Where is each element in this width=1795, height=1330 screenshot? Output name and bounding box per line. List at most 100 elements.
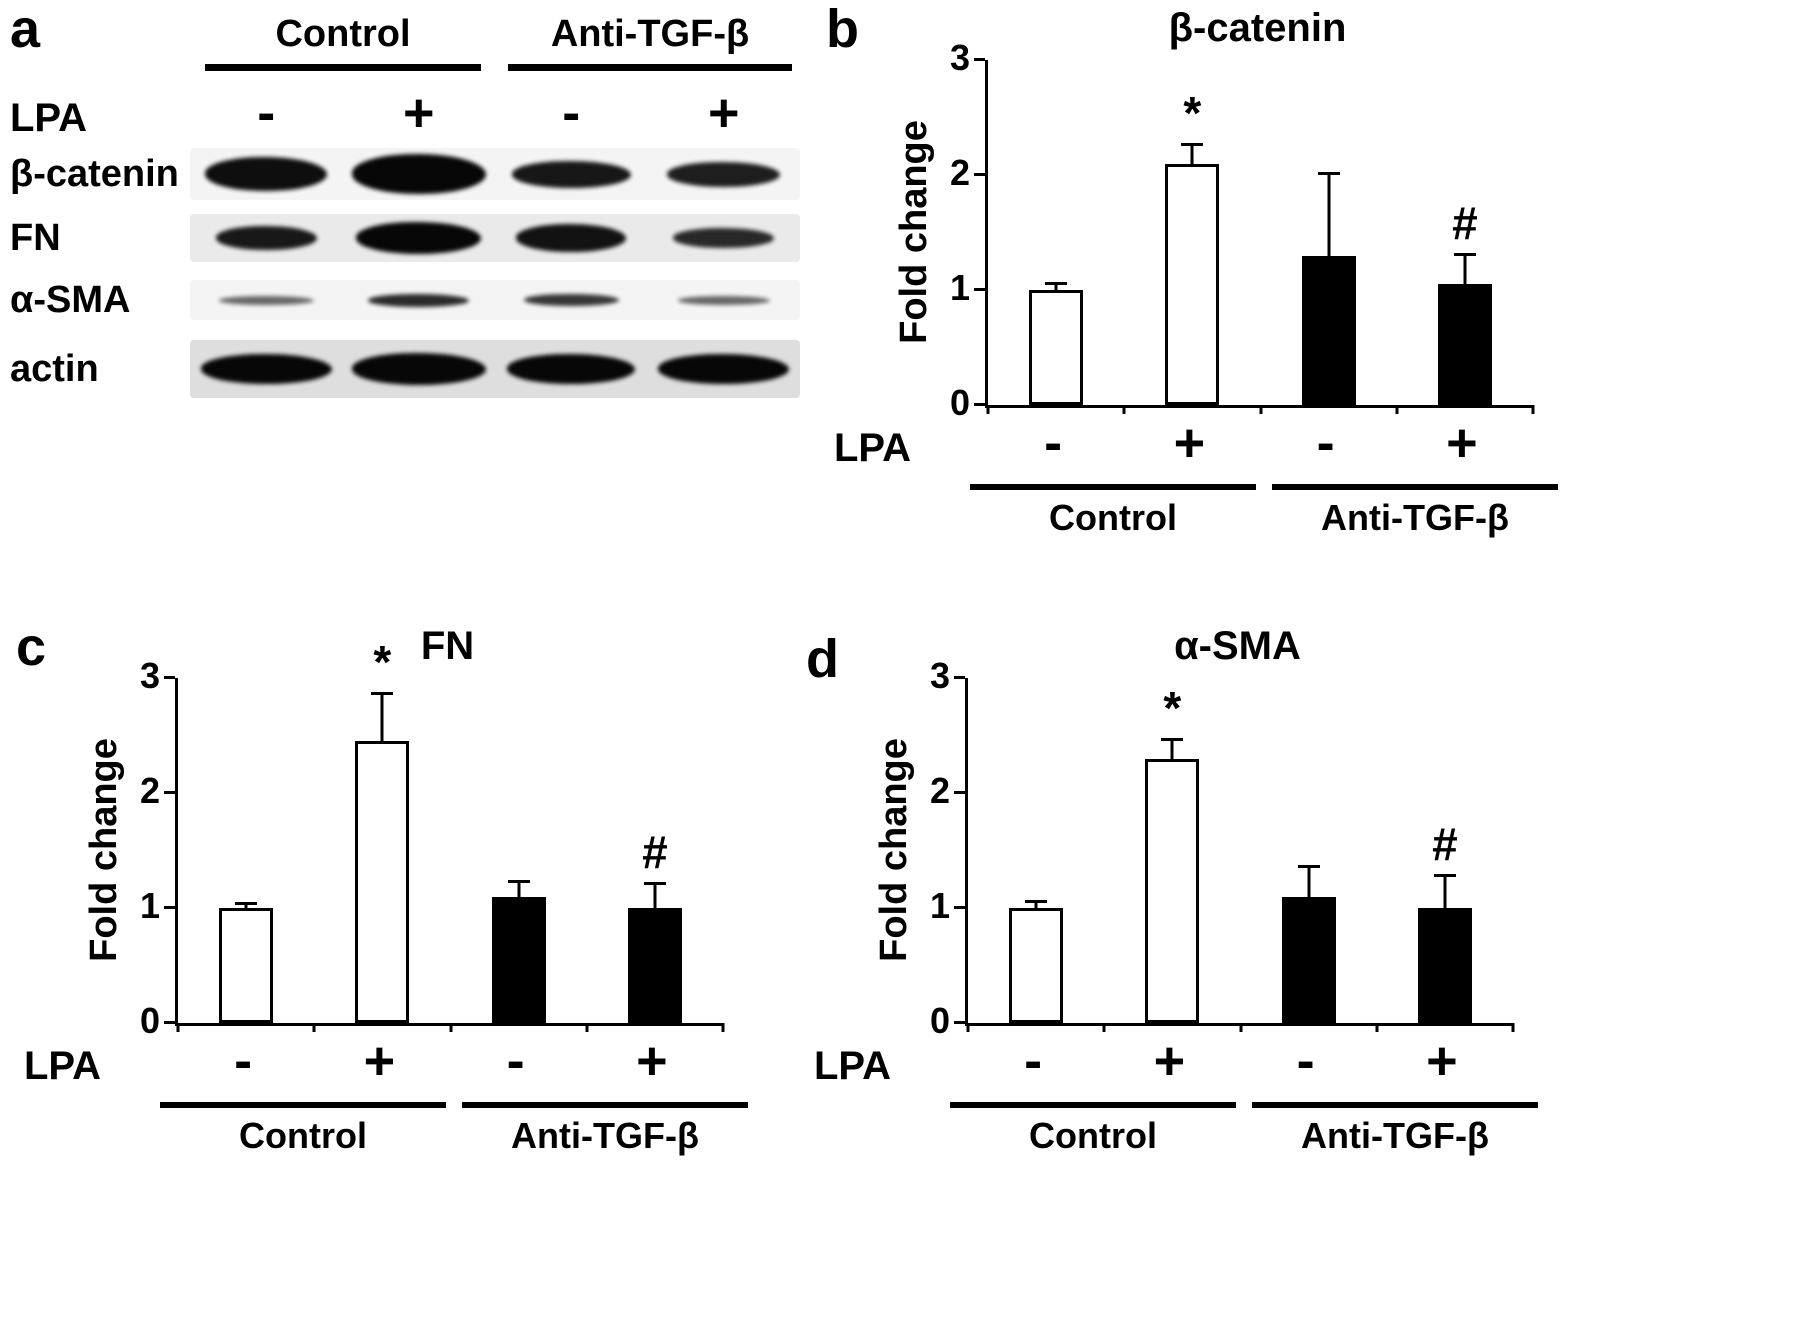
error-bar — [1443, 876, 1447, 908]
y-tick-mark — [974, 173, 985, 176]
y-tick-mark — [954, 906, 965, 909]
y-tick-mark — [954, 676, 965, 679]
y-tick-mark — [164, 676, 175, 679]
lpa-sign: - — [1316, 413, 1335, 473]
group-control: Control — [950, 1102, 1236, 1156]
group-anti-tgf: Anti-TGF-β — [1272, 484, 1558, 538]
bar — [491, 896, 546, 1023]
panel-letter-b: b — [826, 0, 859, 59]
x-tick-mark — [1239, 1023, 1242, 1032]
blot-row-label: α-SMA — [10, 279, 131, 321]
blot-lane — [648, 214, 801, 262]
protein-band — [218, 295, 314, 305]
panel-letter-d: d — [806, 629, 839, 689]
bar — [1029, 290, 1084, 405]
x-axis-label: LPA — [24, 1044, 102, 1088]
blot-lane — [648, 280, 801, 320]
blot-lpa-label: LPA — [10, 96, 88, 140]
lpa-sign: + — [1426, 1031, 1458, 1091]
error-bar-cap — [235, 901, 258, 905]
error-bar-cap — [1045, 282, 1068, 286]
blot-lane — [495, 214, 648, 262]
error-bar-cap — [1181, 143, 1204, 147]
y-tick-mark — [954, 1021, 965, 1024]
panel-fn-chart: c FN Fold change 0 1 2 3 * # LPA - + - + Control… — [10, 618, 750, 1196]
x-tick-mark — [449, 1023, 452, 1032]
blot-row: α-SMA — [0, 280, 820, 320]
x-tick-mark — [1122, 405, 1126, 414]
error-bar — [1170, 741, 1174, 759]
protein-band — [658, 354, 790, 384]
y-tick-mark — [164, 1021, 175, 1024]
y-tick-mark — [164, 906, 175, 909]
blot-lane — [648, 148, 801, 200]
lpa-sign: + — [1446, 413, 1478, 473]
bar — [1301, 255, 1356, 405]
group-underline — [160, 1102, 446, 1108]
blot-group-label-anti-tgf: Anti-TGF-β — [508, 13, 792, 71]
bar — [1437, 284, 1492, 405]
x-tick-mark — [1531, 405, 1535, 414]
blot-lane — [495, 340, 648, 398]
y-tick-mark — [164, 791, 175, 794]
error-bar-cap — [1453, 252, 1476, 256]
error-bar — [244, 904, 248, 908]
blot-row: actin — [0, 340, 820, 398]
group-underline — [462, 1102, 748, 1108]
y-tick-label: 1 — [929, 885, 950, 926]
group-anti-tgf: Anti-TGF-β — [462, 1102, 748, 1156]
y-tick-label: 3 — [929, 655, 950, 696]
blot-lane — [343, 148, 496, 200]
blot-film-strip — [190, 340, 800, 398]
y-tick-label: 2 — [949, 152, 970, 193]
significance-marker: # — [642, 826, 668, 878]
protein-band — [523, 294, 619, 306]
significance-marker: # — [1452, 196, 1478, 249]
blot-film-strip — [190, 280, 800, 320]
y-tick-label: 3 — [139, 655, 160, 696]
blot-group-label-control: Control — [205, 13, 481, 71]
significance-marker: * — [373, 636, 392, 689]
panel-letter-c: c — [16, 617, 47, 677]
protein-band — [356, 222, 482, 254]
group-label: Anti-TGF-β — [1321, 497, 1509, 538]
group-underline — [1272, 484, 1558, 490]
y-tick-label: 1 — [139, 885, 160, 926]
error-bar — [1463, 255, 1467, 285]
y-axis-label: Fold change — [873, 738, 915, 962]
error-bar — [1034, 903, 1038, 908]
blot-row: FN — [0, 214, 820, 262]
lpa-sign: - — [1044, 413, 1063, 473]
error-bar — [1190, 146, 1194, 164]
x-tick-mark — [312, 1023, 316, 1032]
lpa-sign-row: - + - + — [985, 416, 1530, 474]
x-tick-mark — [1395, 405, 1399, 414]
bar — [1417, 908, 1472, 1023]
blot-lane — [648, 340, 801, 398]
bar — [355, 741, 410, 1023]
y-tick-mark — [974, 403, 985, 406]
lpa-sign: - — [506, 1031, 525, 1091]
protein-band — [511, 160, 631, 188]
group-anti-tgf: Anti-TGF-β — [1252, 1102, 1538, 1156]
error-bar-cap — [371, 692, 394, 696]
lpa-sign: - — [257, 83, 276, 143]
group-label: Anti-TGF-β — [1301, 1115, 1489, 1156]
error-bar-cap — [1317, 172, 1340, 175]
bar — [1009, 908, 1064, 1023]
x-tick-mark — [1259, 405, 1262, 414]
protein-band — [368, 293, 470, 307]
x-tick-mark — [966, 1023, 970, 1032]
group-control: Control — [160, 1102, 446, 1156]
y-tick-mark — [954, 791, 965, 794]
error-bar — [380, 695, 384, 742]
lpa-sign-row: - + - + — [175, 1034, 720, 1092]
error-bar-cap — [1025, 900, 1048, 904]
protein-band — [667, 161, 781, 187]
x-axis-label: LPA — [834, 426, 912, 470]
blot-lane — [190, 280, 343, 320]
protein-band — [351, 353, 486, 385]
significance-marker: * — [1163, 682, 1182, 735]
lpa-sign-row: - + - + — [965, 1034, 1510, 1092]
